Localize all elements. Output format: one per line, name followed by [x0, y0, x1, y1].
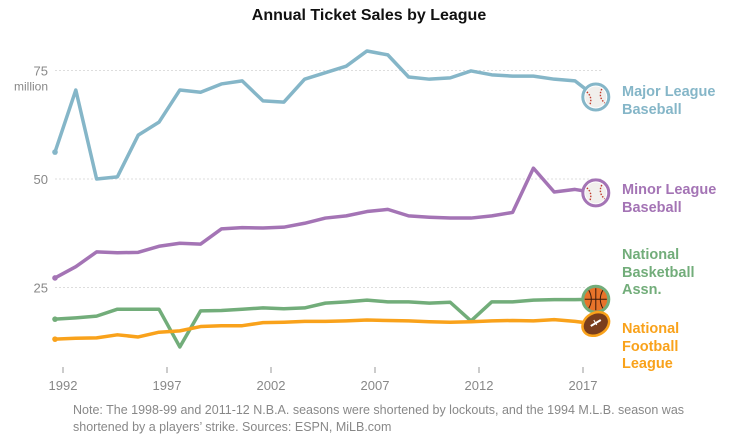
y-tick-label: 50 — [34, 172, 48, 187]
series-label-nba: National Basketball Assn. — [622, 247, 695, 300]
baseball-icon — [581, 178, 611, 208]
label-line: Assn. — [622, 282, 662, 298]
series-line-1 — [54, 166, 597, 280]
label-line: Basketball — [622, 264, 695, 281]
x-tick-label: 1997 — [153, 378, 182, 393]
series-label-mlb: Major League Baseball — [622, 84, 715, 119]
label-line: League — [622, 356, 673, 372]
label-line: Minor League — [622, 182, 717, 198]
series-label-milb: Minor League Baseball — [622, 182, 716, 217]
label-line: Football — [622, 338, 679, 355]
label-line: National — [622, 247, 680, 263]
chart-note: Note: The 1998-99 and 2011-12 N.B.A. sea… — [73, 403, 685, 434]
series-label-nfl: National Football League — [622, 321, 679, 374]
chart-title: Annual Ticket Sales by League — [251, 7, 487, 24]
y-unit-label: million — [14, 80, 48, 94]
y-tick-label: 75 — [34, 64, 48, 79]
baseball-icon — [581, 82, 611, 112]
label-line: Baseball — [622, 101, 682, 118]
basketball-icon — [581, 284, 611, 314]
label-line: Major League — [622, 84, 716, 100]
football-icon — [581, 310, 611, 338]
y-tick-label: 25 — [34, 281, 48, 296]
x-tick-label: 1992 — [49, 378, 78, 393]
label-line: Baseball — [622, 199, 682, 216]
x-tick-label: 2017 — [569, 378, 598, 393]
series-line-3 — [54, 317, 597, 341]
label-line: National — [622, 321, 680, 337]
x-tick-label: 2012 — [465, 378, 494, 393]
x-tick-label: 2002 — [257, 378, 286, 393]
x-tick-label: 2007 — [361, 378, 390, 393]
